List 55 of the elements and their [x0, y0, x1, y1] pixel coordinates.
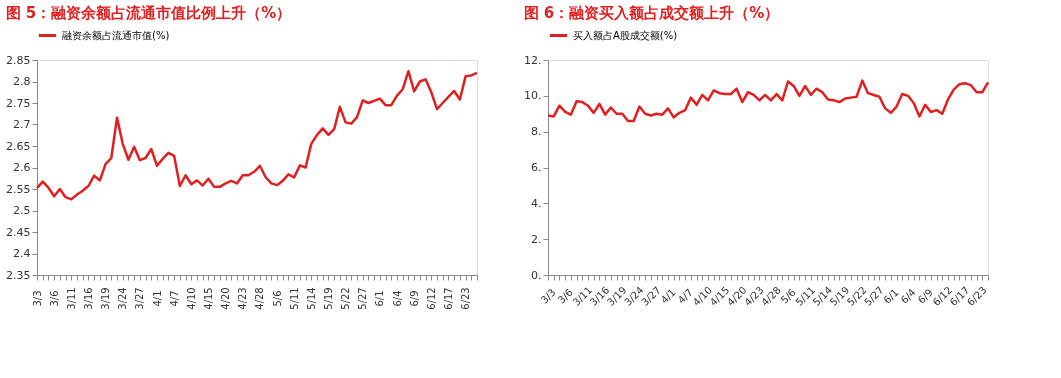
y-tick-label: 2.35	[6, 268, 31, 282]
x-tick-label: 4/7	[675, 286, 695, 306]
line-series	[546, 79, 990, 123]
x-tick-label: 4/28	[254, 287, 266, 310]
y-tick-label: 8.	[531, 125, 542, 139]
y-tick-label: 2.5	[13, 204, 31, 217]
y-tick-label: 2.75	[6, 96, 31, 110]
x-tick-label: 5/11	[288, 287, 300, 310]
x-tick-label: 3/3	[538, 286, 558, 306]
x-tick-label: 6/4	[898, 286, 918, 306]
y-tick-label: 2.4	[13, 247, 31, 260]
y-tick-label: 4.	[531, 196, 542, 210]
chart-title: 图 5：融资余额占流通市值比例上升（%）	[5, 4, 292, 22]
chart-title: 图 6：融资买入额占成交额上升（%）	[523, 4, 780, 22]
x-tick-label: 3/16	[82, 287, 94, 310]
y-tick-label: 2.7	[13, 118, 31, 131]
x-tick-label: 4/15	[202, 287, 214, 310]
x-tick-label: 4/1	[658, 286, 678, 306]
x-tick-label: 3/11	[65, 287, 77, 310]
line-series	[35, 69, 479, 201]
x-tick-label: 5/22	[340, 287, 352, 310]
y-tick-label: 6.	[531, 161, 542, 174]
y-tick-label: 12.	[524, 53, 542, 67]
x-tick-label: 4/23	[237, 287, 249, 310]
x-tick-label: 4/7	[168, 290, 180, 307]
x-tick-label: 6/23	[460, 287, 472, 310]
x-tick-label: 6/4	[391, 290, 403, 307]
x-tick-label: 6/1	[374, 290, 386, 307]
x-tick-label: 5/19	[322, 287, 334, 310]
legend-label: 融资余额占流通市值(%)	[62, 29, 170, 41]
y-tick-label: 2.8	[13, 75, 31, 88]
y-tick-label: 2.6	[13, 161, 31, 174]
x-tick-label: 3/3	[31, 290, 43, 307]
x-tick-label: 6/17	[442, 287, 454, 310]
x-tick-label: 3/6	[48, 290, 60, 307]
x-tick-label: 4/1	[151, 290, 163, 307]
x-tick-label: 3/27	[134, 287, 146, 310]
x-tick-label: 6/1	[881, 286, 901, 306]
x-tick-label: 4/20	[220, 287, 232, 310]
legend-label: 买入额占A股成交额(%)	[573, 29, 678, 41]
x-tick-label: 3/24	[117, 287, 129, 310]
x-tick-label: 5/14	[305, 287, 317, 310]
x-tick-label: 6/9	[408, 290, 420, 307]
x-tick-label: 3/19	[100, 287, 112, 310]
y-tick-label: 2.65	[6, 139, 31, 153]
y-tick-label: 2.85	[6, 53, 31, 67]
y-tick-label: 2.	[531, 232, 542, 246]
x-tick-label: 5/6	[271, 290, 283, 307]
x-tick-label: 6/12	[425, 287, 437, 310]
y-tick-label: 0.	[531, 268, 542, 282]
x-tick-label: 4/10	[185, 287, 197, 310]
x-tick-label: 5/27	[357, 287, 369, 310]
y-tick-label: 10.	[524, 89, 542, 103]
y-tick-label: 2.55	[6, 182, 31, 196]
y-tick-label: 2.45	[6, 225, 31, 239]
